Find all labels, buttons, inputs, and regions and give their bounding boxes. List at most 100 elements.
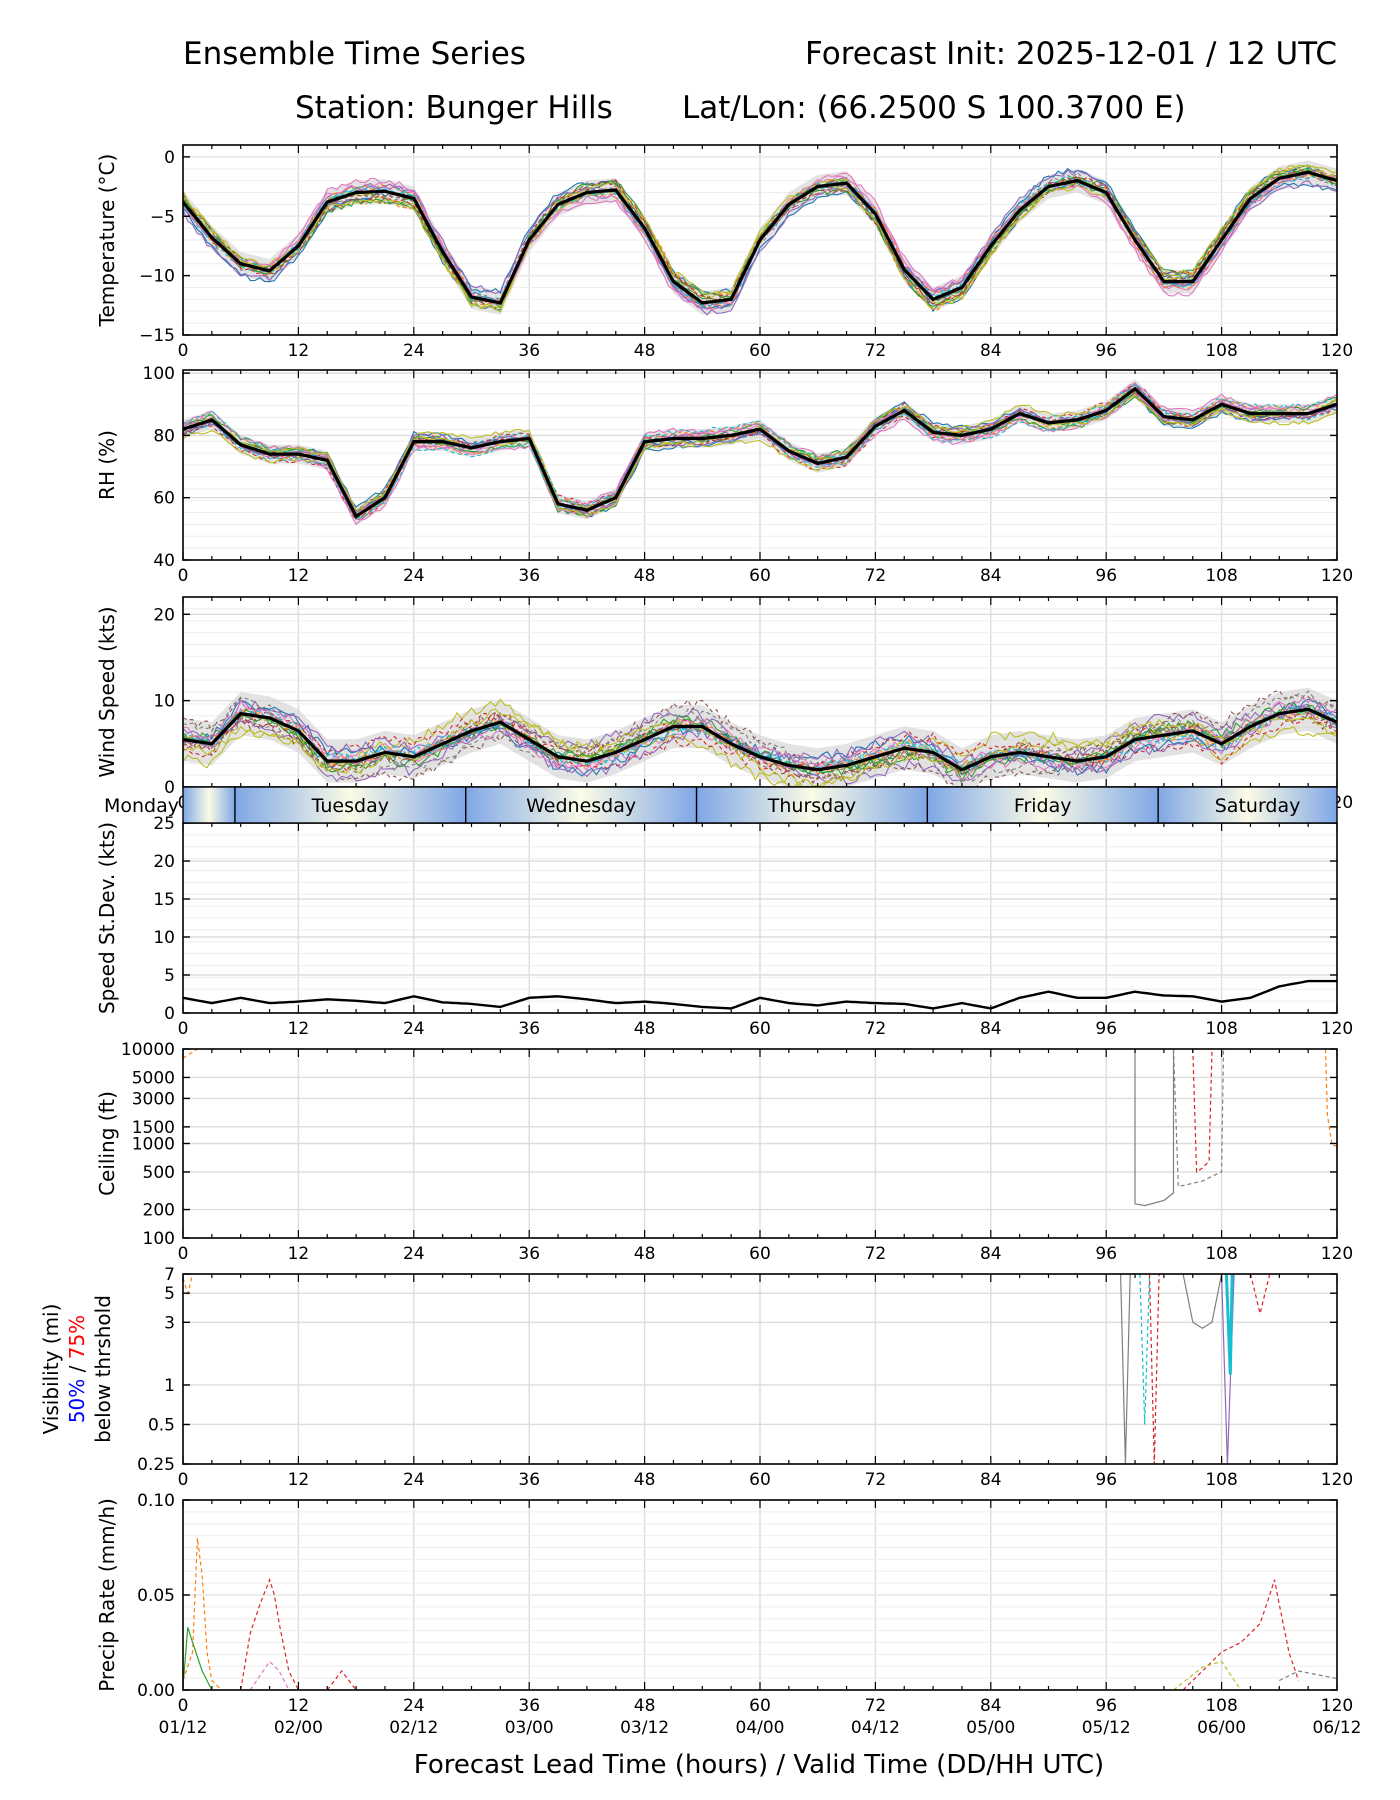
y-tick-label: 0.25 <box>137 1455 175 1475</box>
x-tick-label: 108 <box>1205 566 1237 586</box>
day-cell <box>927 787 1159 823</box>
y-axis-label: Precip Rate (mm/h) <box>95 1498 119 1692</box>
x-tick-label: 36 <box>518 341 540 361</box>
y-tick-label: 20 <box>153 605 175 625</box>
plot-area <box>183 979 1337 1010</box>
member-red-dashed-c <box>1182 1579 1300 1690</box>
member-gray-solid <box>1134 1049 1175 1207</box>
member-gray-solid <box>1120 1274 1131 1464</box>
x-tick-label: 120 <box>1321 1244 1353 1264</box>
y-tick-label: 1500 <box>132 1118 175 1138</box>
spread-band <box>183 687 1337 787</box>
day-cell <box>183 787 235 823</box>
y-tick-label: 80 <box>153 426 175 446</box>
latlon-label: Lat/Lon: (66.2500 S 100.3700 E) <box>682 90 1186 126</box>
member-red-dashed-b <box>326 1670 357 1690</box>
y-tick-label: 5 <box>164 966 175 986</box>
ensemble-mean-line <box>183 170 1337 305</box>
pct-sep: / <box>65 1359 89 1378</box>
x-tick-label: 12 <box>288 341 310 361</box>
pct-50: 50% <box>65 1379 89 1423</box>
x-ticks: 0 12 24 36 48 60 72 84 96 108 120 <box>178 1049 1353 1264</box>
member-orange-dashed <box>183 1274 194 1296</box>
y-tick-label: 20 <box>153 852 175 872</box>
member-line <box>183 690 1337 785</box>
x-tick-label: 24 <box>403 1696 425 1716</box>
panels: 0−5−10−150 12 24 36 48 60 72 84 96 108 120Temperat… <box>39 144 1362 1738</box>
y-tick-label: 60 <box>153 489 175 509</box>
member-line <box>183 696 1337 780</box>
minor-gridlines <box>183 1511 1337 1679</box>
x-tick-label: 48 <box>634 1019 656 1039</box>
x-tick-label: 0 <box>178 1696 189 1716</box>
x-tick-label: 108 <box>1205 1470 1237 1490</box>
y-tick-label: 3000 <box>132 1089 175 1109</box>
x-tick-label: 0 <box>178 1470 189 1490</box>
day-cell <box>234 787 466 823</box>
y-tick-label: 7 <box>164 1265 175 1285</box>
x-tick-label: 36 <box>518 1470 540 1490</box>
panel-rh: 100 80 60 400 12 24 36 48 60 72 84 96 108 120 RH (%) <box>95 364 1353 586</box>
x-tick-label: 36 <box>518 566 540 586</box>
member-line <box>183 711 1337 774</box>
x-tick-label: 84 <box>980 1696 1002 1716</box>
valid-time-label: 03/00 <box>505 1718 554 1738</box>
ensemble-mean-line <box>183 386 1337 519</box>
plot-area <box>183 1274 1271 1464</box>
x-tick-label: 60 <box>749 566 771 586</box>
x-tick-label: 12 <box>288 566 310 586</box>
x-tick-label: 12 <box>288 1470 310 1490</box>
member-line <box>183 708 1337 787</box>
x-tick-label: 120 <box>1321 341 1353 361</box>
valid-time-label: 05/12 <box>1082 1718 1131 1738</box>
member-line <box>183 390 1337 515</box>
y-axis-label-2: below thrshold <box>91 1295 115 1443</box>
x-tick-label: 72 <box>865 1470 887 1490</box>
y-tick-label: 200 <box>143 1201 175 1221</box>
title-left: Ensemble Time Series <box>183 36 526 72</box>
ensemble-mean-line <box>183 707 1337 772</box>
member-red-dashed <box>1192 1049 1213 1174</box>
x-ticks: 0 12 24 36 48 60 72 84 96 108 120 <box>178 1274 1353 1490</box>
x-tick-label: 72 <box>865 1019 887 1039</box>
member-orange-dashed <box>183 1049 198 1059</box>
x-tick-label: 0 <box>178 1244 189 1264</box>
x-tick-label: 60 <box>749 1470 771 1490</box>
y-tick-label: 1000 <box>132 1135 175 1155</box>
member-cyan-dashed <box>1139 1274 1151 1425</box>
x-tick-label: 24 <box>403 341 425 361</box>
y-tick-label: 5 <box>164 1284 175 1304</box>
valid-time-label: 05/00 <box>966 1718 1015 1738</box>
panel-vis: 75 3 1 0.5 0.250 12 24 36 48 60 72 84 96 108 120 Visibi… <box>39 1265 1353 1490</box>
y-tick-label: 0 <box>164 778 175 798</box>
member-gray-hump <box>1182 1274 1223 1330</box>
x-tick-label: 36 <box>518 1244 540 1264</box>
member-line <box>183 394 1337 518</box>
x-tick-label: 84 <box>980 1244 1002 1264</box>
gridlines <box>182 1048 1338 1239</box>
x-tick-label: 120 <box>1321 1696 1353 1716</box>
day-band-frame <box>182 786 1338 824</box>
pct-75: 75% <box>65 1315 89 1359</box>
minor-gridlines <box>183 834 1337 1002</box>
member-orange-dashed-end <box>1324 1049 1337 1147</box>
station-label: Station: Bunger Hills <box>295 90 613 126</box>
x-tick-label: 120 <box>1321 1470 1353 1490</box>
member-line <box>183 704 1337 772</box>
title-right: Forecast Init: 2025-12-01 / 12 UTC <box>805 36 1337 72</box>
y-tick-label: 0 <box>164 1004 175 1024</box>
y-tick-label: 25 <box>153 814 175 834</box>
y-tick-label: 500 <box>143 1163 175 1183</box>
x-ticks: 0 12 24 36 48 60 72 84 96 108 120 <box>178 370 1353 586</box>
x-tick-label: 84 <box>980 566 1002 586</box>
x-tick-label: 72 <box>865 566 887 586</box>
x-tick-label: 0 <box>178 566 189 586</box>
plot-area <box>183 160 1337 316</box>
x-tick-label: 24 <box>403 1019 425 1039</box>
x-tick-label: 48 <box>634 341 656 361</box>
y-tick-label: 5000 <box>132 1068 175 1088</box>
ensemble-mean-line <box>183 979 1337 1010</box>
y-axis-label: Visibility (mi) <box>39 1304 63 1435</box>
